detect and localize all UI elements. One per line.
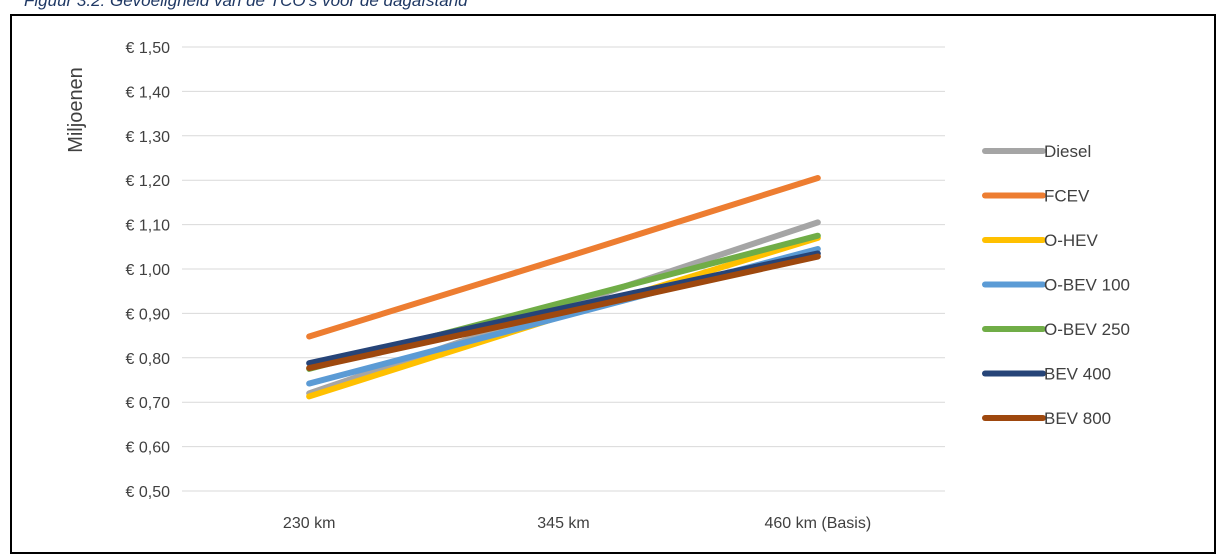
y-tick-label: € 0,50 [126,484,171,501]
legend-label: BEV 400 [1044,365,1111,384]
series-line-fcev [306,174,821,340]
y-tick-label: € 1,20 [126,173,171,190]
legend: Diesel FCEV O-HEV O-BEV 100 O-BEV 250 BEV 400… [982,142,1130,428]
y-axis-label: Miljoenen [65,67,87,153]
figure-caption: Figuur 3.2: Gevoeligheid van de TCO's vo… [24,0,468,10]
legend-label: FCEV [1044,187,1090,206]
y-tick-label: € 0,60 [126,440,171,457]
gridlines [182,46,945,492]
y-tick-label: € 1,00 [126,262,171,279]
legend-label: O-HEV [1044,231,1099,250]
y-tick-label: € 0,70 [126,395,171,412]
y-tick-label: € 1,10 [126,218,171,235]
series-line-bev-400 [306,250,821,367]
y-axis-ticks: € 0,50 € 0,60 € 0,70 € 0,80 € 0,90 € 1,00 € 1,… [126,40,171,501]
y-tick-label: € 1,30 [126,129,171,146]
legend-label: O-BEV 100 [1044,276,1130,295]
x-tick-label: 460 km (Basis) [764,515,871,532]
series-lines [306,174,821,400]
x-tick-label: 345 km [537,515,589,532]
legend-label: O-BEV 250 [1044,320,1130,339]
x-axis-ticks: 230 km 345 km 460 km (Basis) [283,515,871,532]
x-tick-label: 230 km [283,515,335,532]
y-tick-label: € 0,80 [126,351,171,368]
y-tick-label: € 0,90 [126,306,171,323]
y-tick-label: € 1,40 [126,84,171,101]
legend-label: BEV 800 [1044,409,1111,428]
legend-label: Diesel [1044,142,1091,161]
series-line-bev-800 [306,253,821,372]
y-tick-label: € 1,50 [126,40,171,57]
